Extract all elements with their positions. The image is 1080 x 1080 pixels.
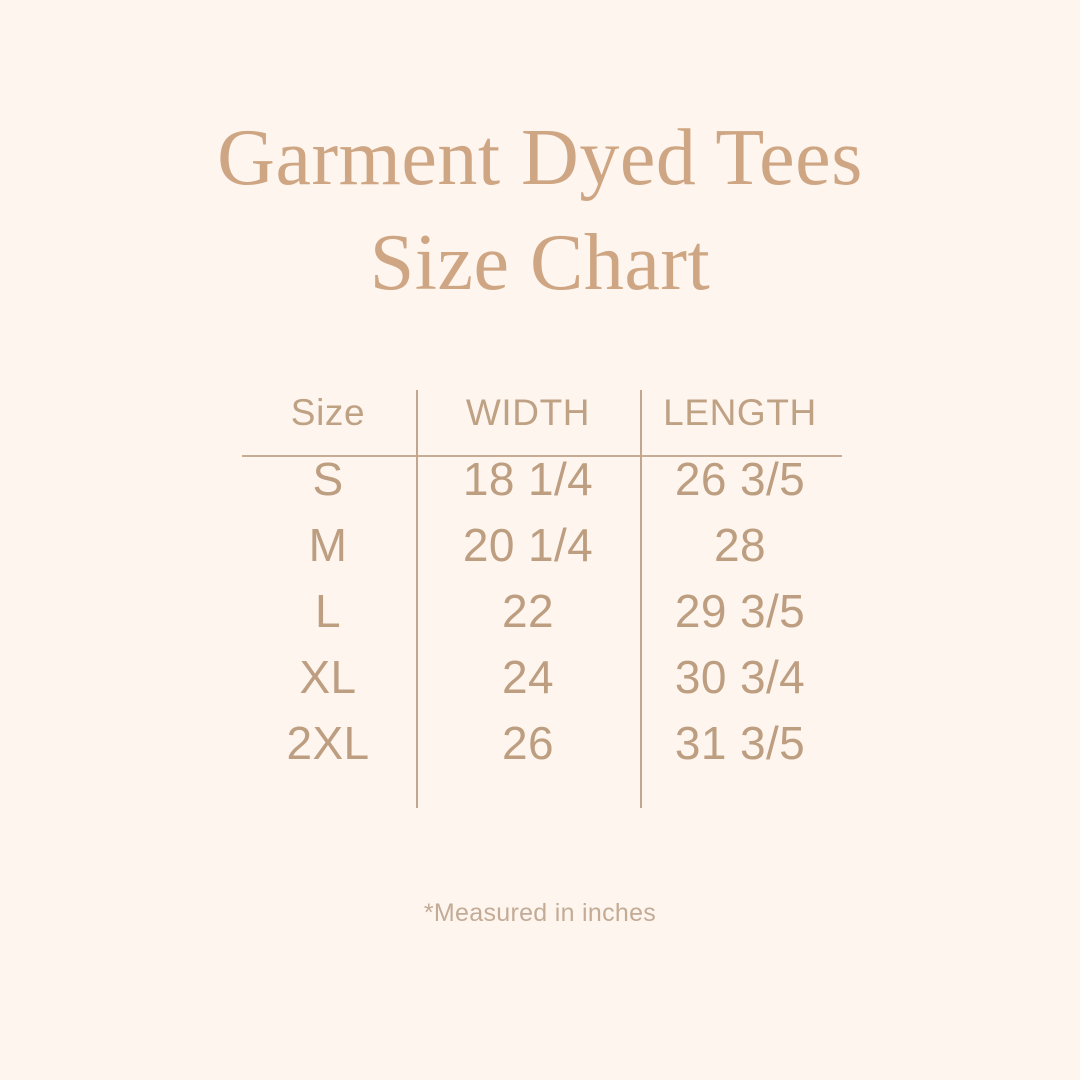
cell-width: 20 1/4 — [462, 519, 594, 571]
cell-width: 24 — [502, 651, 554, 703]
column-header-length: LENGTH — [663, 392, 817, 433]
cell-size: L — [315, 585, 341, 637]
table-row: S 18 1/4 26 3/5 — [240, 446, 840, 512]
table-row: 2XL 26 31 3/5 — [240, 710, 840, 776]
measurement-footnote: *Measured in inches — [423, 899, 657, 927]
cell-width: 18 1/4 — [462, 453, 594, 505]
page-title-line-2: Size Chart — [369, 219, 711, 307]
cell-length: 29 3/5 — [674, 585, 806, 637]
size-chart-table: Size WIDTH LENGTH S 18 1/4 26 3/5 M 20 1… — [240, 380, 842, 810]
cell-size: S — [312, 453, 344, 505]
cell-length: 26 3/5 — [674, 453, 806, 505]
cell-size: M — [308, 519, 348, 571]
table-row: M 20 1/4 28 — [240, 512, 840, 578]
cell-width: 26 — [502, 717, 554, 769]
column-header-size: Size — [290, 392, 366, 433]
cell-size: XL — [299, 651, 357, 703]
page-title: Garment Dyed Tees Size Chart — [0, 106, 1080, 316]
header-divider-rule — [242, 455, 842, 457]
column-divider-size-width — [416, 390, 418, 808]
table-row: L 22 29 3/5 — [240, 578, 840, 644]
cell-size: 2XL — [286, 717, 370, 769]
table-header-row: Size WIDTH LENGTH — [240, 380, 840, 446]
cell-length: 30 3/4 — [674, 651, 806, 703]
cell-length: 28 — [714, 519, 766, 571]
column-divider-width-length — [640, 390, 642, 808]
table-row: XL 24 30 3/4 — [240, 644, 840, 710]
cell-width: 22 — [502, 585, 554, 637]
page-title-line-1: Garment Dyed Tees — [217, 114, 863, 202]
column-header-width: WIDTH — [465, 392, 591, 433]
cell-length: 31 3/5 — [674, 717, 806, 769]
